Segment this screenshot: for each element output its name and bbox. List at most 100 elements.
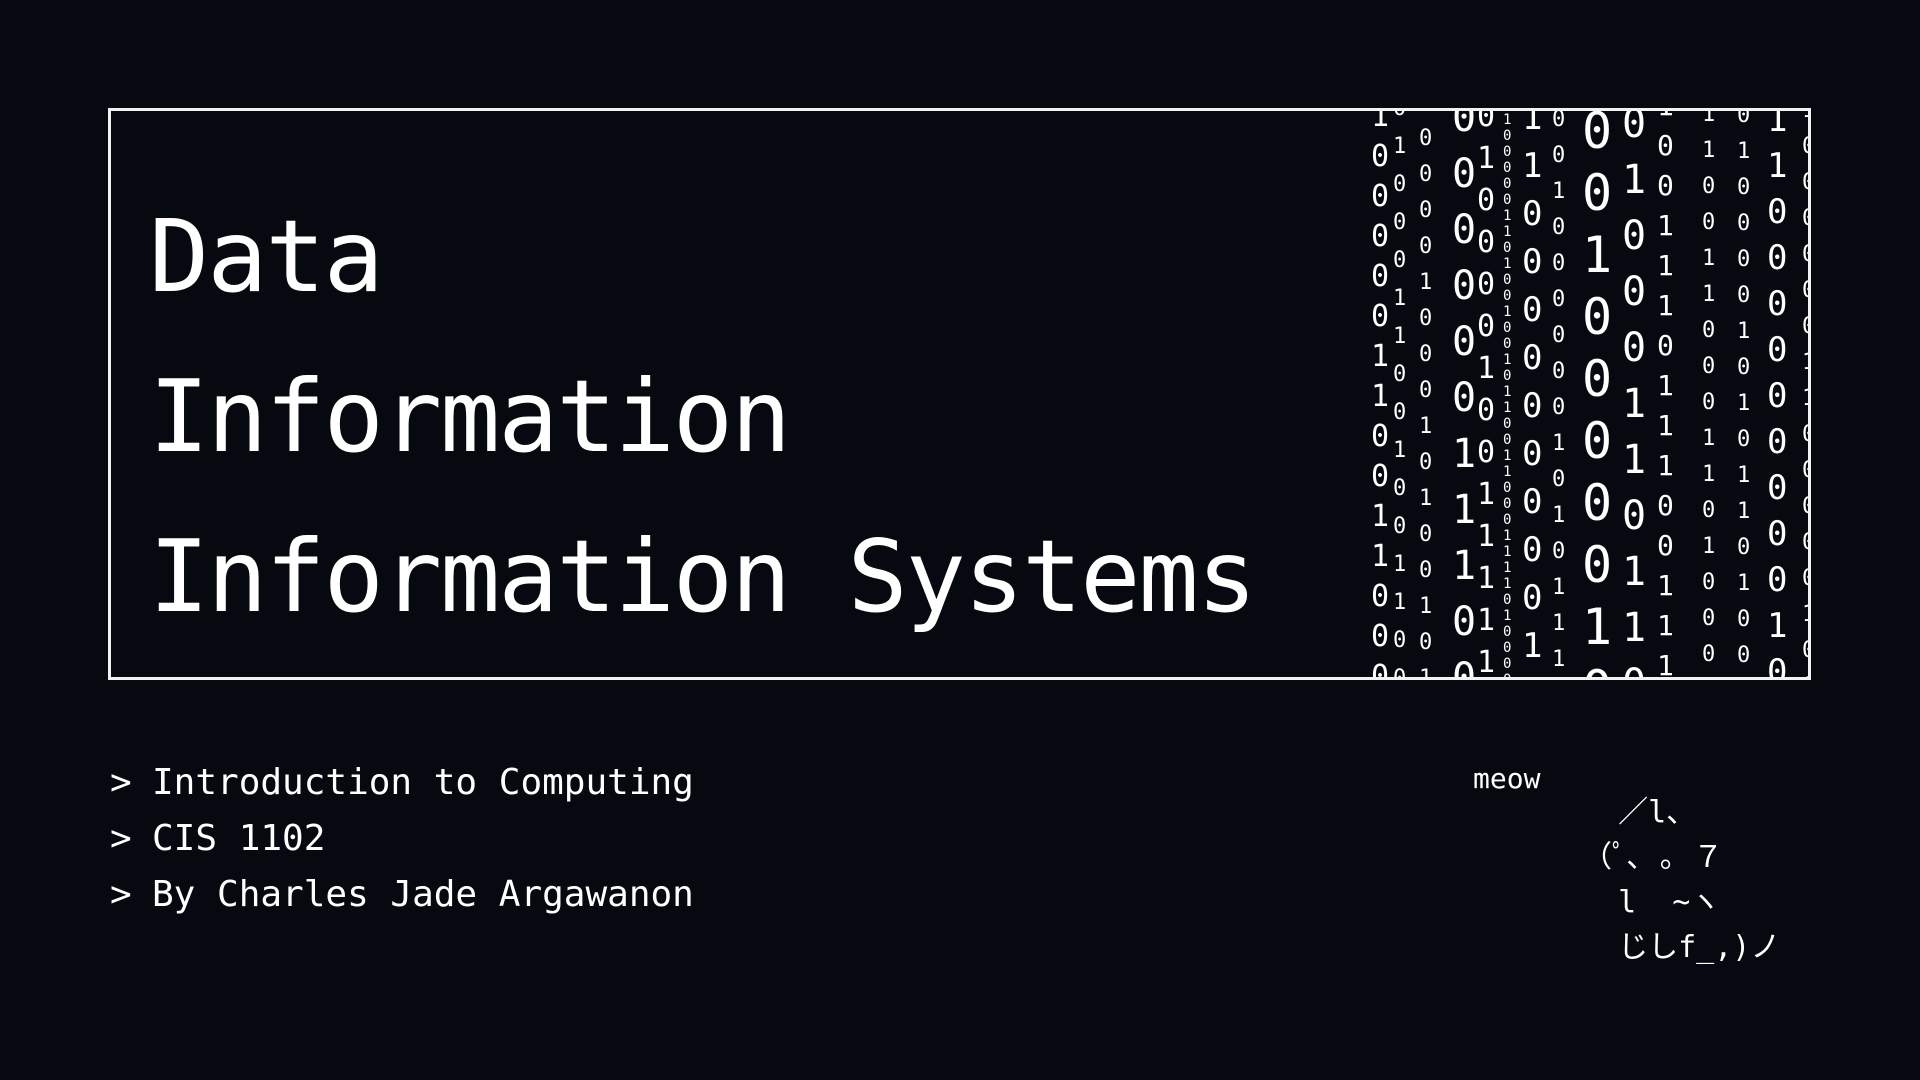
binary-digit: 0 xyxy=(1802,172,1808,194)
binary-digit: 0 xyxy=(1582,664,1612,677)
binary-digit: 0 xyxy=(1737,643,1751,668)
binary-digit: 0 xyxy=(1582,350,1613,408)
binary-digit: 1 xyxy=(1737,319,1751,344)
subtitle-list: > Introduction to Computing > CIS 1102 >… xyxy=(110,754,694,922)
binary-digit: 0 xyxy=(1419,126,1433,151)
binary-digit: 0 xyxy=(1393,476,1407,501)
chevron-right-icon: > xyxy=(110,873,132,915)
binary-digit: 1 xyxy=(1393,134,1407,159)
binary-digit: 0 xyxy=(1419,111,1432,114)
binary-digit: 1 xyxy=(1371,111,1390,134)
binary-digit: 0 xyxy=(1622,269,1647,315)
binary-digit: 1 xyxy=(1503,400,1512,416)
binary-digit: 1 xyxy=(1452,431,1477,477)
binary-digit: 0 xyxy=(1393,111,1406,120)
binary-digit: 0 xyxy=(1371,459,1390,494)
binary-digit: 1 xyxy=(1503,384,1512,400)
binary-digit: 0 xyxy=(1737,355,1751,380)
subtitle-text: By Charles Jade Argawanon xyxy=(152,873,694,915)
binary-digit: 0 xyxy=(1582,164,1613,222)
binary-digit: 0 xyxy=(1393,172,1407,197)
binary-digit: 0 xyxy=(1702,642,1716,667)
binary-digit: 1 xyxy=(1452,487,1477,533)
binary-digit: 1 xyxy=(1393,286,1407,311)
binary-digit: 0 xyxy=(1622,213,1647,259)
binary-digit: 1 xyxy=(1802,352,1808,374)
binary-digit: 0 xyxy=(1767,422,1788,462)
binary-digit: 0 xyxy=(1371,139,1390,174)
binary-digit: 1 xyxy=(1582,598,1613,656)
binary-digit: 1 xyxy=(1657,649,1674,678)
binary-digit: 0 xyxy=(1503,416,1512,432)
binary-digit: 0 xyxy=(1371,619,1390,654)
binary-digit: 1 xyxy=(1419,414,1433,439)
binary-digit: 0 xyxy=(1452,375,1477,421)
binary-digit: 0 xyxy=(1767,192,1788,232)
binary-digit: 1 xyxy=(1419,270,1433,295)
binary-digit: 1 xyxy=(1702,111,1716,127)
binary-digit: 1 xyxy=(1477,477,1496,512)
binary-digit: 1 xyxy=(1522,626,1543,666)
binary-digit: 0 xyxy=(1371,259,1390,294)
binary-digit: 0 xyxy=(1371,179,1390,214)
binary-digit: 0 xyxy=(1702,210,1716,235)
binary-digit: 0 xyxy=(1622,493,1647,539)
subtitle-item-author: > By Charles Jade Argawanon xyxy=(110,866,694,922)
binary-digit: 0 xyxy=(1802,496,1808,518)
binary-digit: 0 xyxy=(1767,514,1788,554)
binary-digit: 0 xyxy=(1371,219,1390,254)
binary-digit: 1 xyxy=(1802,111,1808,122)
binary-digit: 0 xyxy=(1371,659,1390,678)
binary-digit: 1 xyxy=(1503,352,1512,368)
binary-digit: 0 xyxy=(1503,656,1512,672)
title-line-information-systems: Information Systems xyxy=(149,518,1257,635)
binary-digit: 0 xyxy=(1503,480,1512,496)
binary-digit: 1 xyxy=(1503,464,1512,480)
binary-digit: 0 xyxy=(1552,395,1566,420)
binary-digit: 0 xyxy=(1582,536,1613,594)
binary-digit: 0 xyxy=(1552,539,1566,564)
chevron-right-icon: > xyxy=(110,761,132,803)
binary-digit: 0 xyxy=(1419,198,1433,223)
binary-digit: 1 xyxy=(1702,534,1716,559)
binary-digit: 1 xyxy=(1393,324,1407,349)
binary-digit: 1 xyxy=(1802,604,1808,626)
binary-digit: 1 xyxy=(1393,552,1407,577)
binary-digit: 1 xyxy=(1419,486,1433,511)
binary-digit: 1 xyxy=(1767,146,1788,186)
binary-digit: 0 xyxy=(1702,318,1716,343)
binary-digit: 1 xyxy=(1503,208,1512,224)
binary-digit: 0 xyxy=(1419,450,1433,475)
binary-digit: 0 xyxy=(1767,468,1788,508)
binary-digit: 0 xyxy=(1419,306,1433,331)
binary-digit: 0 xyxy=(1767,330,1788,370)
binary-digit: 1 xyxy=(1452,543,1477,589)
binary-digit: 0 xyxy=(1767,376,1788,416)
binary-digit: 0 xyxy=(1522,386,1543,426)
binary-digit: 0 xyxy=(1452,111,1477,141)
binary-digit: 0 xyxy=(1419,342,1433,367)
binary-digit: 0 xyxy=(1802,424,1808,446)
binary-digit: 0 xyxy=(1802,640,1808,662)
binary-digit: 0 xyxy=(1503,592,1512,608)
binary-digit: 0 xyxy=(1503,640,1512,656)
binary-digit: 0 xyxy=(1393,362,1407,387)
binary-digit: 0 xyxy=(1552,359,1566,384)
binary-digit: 1 xyxy=(1393,438,1407,463)
binary-digit: 0 xyxy=(1452,658,1476,677)
binary-digit: 0 xyxy=(1522,578,1543,618)
binary-digit: 0 xyxy=(1552,251,1566,276)
chevron-right-icon: > xyxy=(110,817,132,859)
binary-digit: 0 xyxy=(1657,489,1674,522)
binary-digit: 0 xyxy=(1552,111,1566,132)
binary-digit: 1 xyxy=(1503,256,1512,272)
binary-digit: 0 xyxy=(1767,560,1788,600)
binary-digit: 0 xyxy=(1582,412,1613,470)
binary-digit: 0 xyxy=(1503,128,1512,144)
binary-digit: 0 xyxy=(1393,628,1407,653)
binary-digit: 0 xyxy=(1802,316,1808,338)
binary-digit: 0 xyxy=(1419,558,1433,583)
binary-digit: 0 xyxy=(1767,652,1788,677)
binary-digit: 1 xyxy=(1419,668,1432,678)
